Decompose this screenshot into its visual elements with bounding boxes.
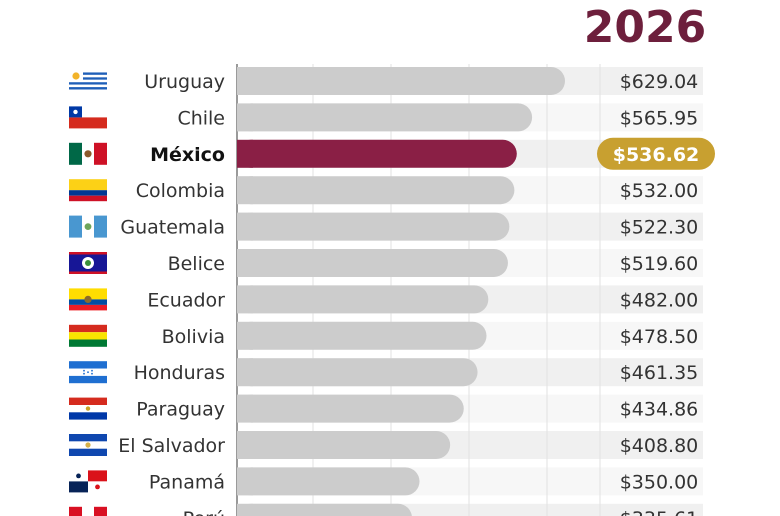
value-label: $522.30 [620, 217, 699, 239]
value-label: $335.61 [620, 508, 699, 516]
value-label: $565.95 [620, 107, 699, 129]
bar [237, 285, 489, 314]
value-label: $519.60 [620, 253, 699, 275]
honduras-flag-icon [69, 361, 107, 384]
paraguay-flag-icon [69, 397, 107, 420]
el-salvador-flag-icon [69, 434, 107, 456]
category-label: Chile [177, 107, 225, 129]
value-label: $532.00 [620, 180, 699, 202]
category-label: Colombia [136, 180, 225, 202]
bar-start [237, 321, 253, 350]
belize-flag-icon [69, 252, 107, 274]
category-label: El Salvador [118, 435, 225, 457]
bar-start [237, 467, 253, 496]
uruguay-flag-icon [69, 70, 107, 92]
bar [237, 321, 487, 350]
value-label: $461.35 [620, 362, 699, 384]
bar-start [237, 358, 253, 387]
value-label: $482.00 [620, 289, 699, 311]
value-label: $350.00 [620, 471, 699, 493]
category-label: México [150, 144, 225, 166]
category-label: Honduras [134, 362, 225, 384]
category-label: Bolivia [162, 326, 225, 348]
category-label: Perú [183, 508, 225, 516]
bar-start [237, 503, 253, 516]
category-label: Guatemala [120, 217, 225, 239]
bar [237, 67, 565, 95]
highlight-badge [597, 137, 715, 170]
category-label: Ecuador [147, 289, 225, 311]
bar [237, 394, 464, 423]
bar-start [237, 103, 253, 132]
ecuador-flag-icon [69, 288, 107, 311]
bar [237, 358, 478, 387]
bar [237, 176, 515, 205]
peru-flag-icon [69, 506, 107, 516]
value-label: $629.04 [620, 71, 699, 93]
value-label: $536.62 [613, 144, 700, 166]
value-label: $478.50 [620, 326, 699, 348]
bar-start [237, 139, 253, 168]
bar [237, 103, 533, 132]
bar-start [237, 249, 253, 277]
category-label: Uruguay [144, 71, 225, 93]
bar-start [237, 285, 253, 314]
chart-title: 2026 [583, 2, 707, 53]
guatemala-flag-icon [69, 215, 107, 238]
bar-start [237, 67, 253, 95]
bar [237, 212, 510, 241]
bar-start [237, 212, 253, 241]
category-label: Belice [168, 253, 225, 275]
bolivia-flag-icon [69, 324, 107, 347]
bar [237, 249, 508, 277]
bar [237, 431, 451, 459]
bar-start [237, 176, 253, 205]
value-label: $434.86 [620, 399, 699, 421]
bar-start [237, 431, 253, 459]
colombia-flag-icon [69, 179, 107, 202]
panama-flag-icon [69, 470, 107, 493]
value-label: $408.80 [620, 435, 699, 457]
category-label: Panamá [149, 471, 225, 493]
mexico-flag-icon [69, 142, 107, 165]
bar [237, 467, 420, 496]
category-label: Paraguay [136, 399, 225, 421]
bar [237, 503, 412, 516]
highlight-bar [237, 139, 517, 168]
chile-flag-icon [69, 106, 107, 129]
bar-start [237, 394, 253, 423]
